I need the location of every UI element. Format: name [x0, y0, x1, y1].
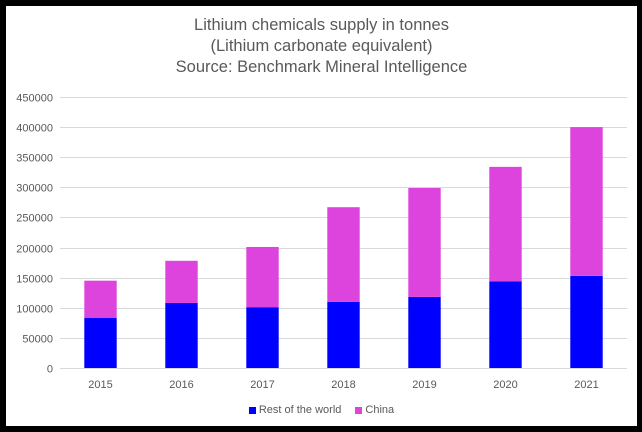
bar-rest-of-the-world-2018 [327, 301, 360, 368]
x-tick-label: 2019 [412, 379, 436, 391]
legend-swatch-rest-of-world [248, 406, 256, 414]
bar-china-2019 [408, 187, 441, 297]
bar-rest-of-the-world-2015 [84, 318, 117, 368]
chart-title-line-2: (Lithium carbonate equivalent) [210, 37, 433, 55]
y-tick-label: 400000 [16, 123, 53, 135]
legend-label-china: China [365, 404, 395, 416]
chart-frame: Lithium chemicals supply in tonnes (Lith… [6, 6, 637, 426]
bar-rest-of-the-world-2020 [489, 281, 522, 368]
legend: Rest of the world China [6, 404, 637, 416]
y-tick-label: 150000 [16, 274, 53, 286]
y-tick-label: 300000 [16, 183, 53, 195]
bar-china-2021 [570, 127, 603, 276]
chart-title: Lithium chemicals supply in tonnes (Lith… [6, 15, 637, 78]
y-tick-label: 350000 [16, 153, 53, 165]
bar-rest-of-the-world-2021 [570, 275, 603, 368]
y-tick-label: 200000 [16, 244, 53, 256]
bar-rest-of-the-world-2016 [165, 302, 198, 368]
x-tick-label: 2020 [493, 379, 517, 391]
y-tick-label: 0 [47, 364, 53, 376]
legend-item-china: China [355, 404, 394, 416]
bar-chart: 0 50000 100000 150000 200000 250000 300000 3500… [16, 93, 627, 391]
bar-rest-of-the-world-2017 [246, 307, 279, 368]
chart-title-line-3: Source: Benchmark Mineral Intelligence [175, 58, 468, 76]
y-tick-label: 100000 [16, 304, 53, 316]
legend-item-rest-of-world: Rest of the world [248, 404, 342, 416]
legend-swatch-china [355, 406, 363, 414]
x-tick-label: 2016 [169, 379, 193, 391]
bar-china-2015 [84, 280, 117, 319]
x-tick-label: 2015 [88, 379, 112, 391]
bar-china-2016 [165, 260, 198, 303]
x-tick-label: 2017 [250, 379, 274, 391]
bar-china-2020 [489, 166, 522, 282]
y-tick-label: 450000 [16, 93, 53, 105]
chart-title-line-1: Lithium chemicals supply in tonnes [194, 16, 449, 34]
x-tick-label: 2021 [574, 379, 598, 391]
bar-rest-of-the-world-2019 [408, 296, 441, 368]
y-tick-label: 50000 [22, 334, 53, 346]
bar-china-2018 [327, 207, 360, 302]
legend-label-rest-of-world: Rest of the world [258, 404, 342, 416]
y-tick-label: 250000 [16, 213, 53, 225]
x-tick-label: 2018 [331, 379, 355, 391]
bar-china-2017 [246, 246, 279, 308]
